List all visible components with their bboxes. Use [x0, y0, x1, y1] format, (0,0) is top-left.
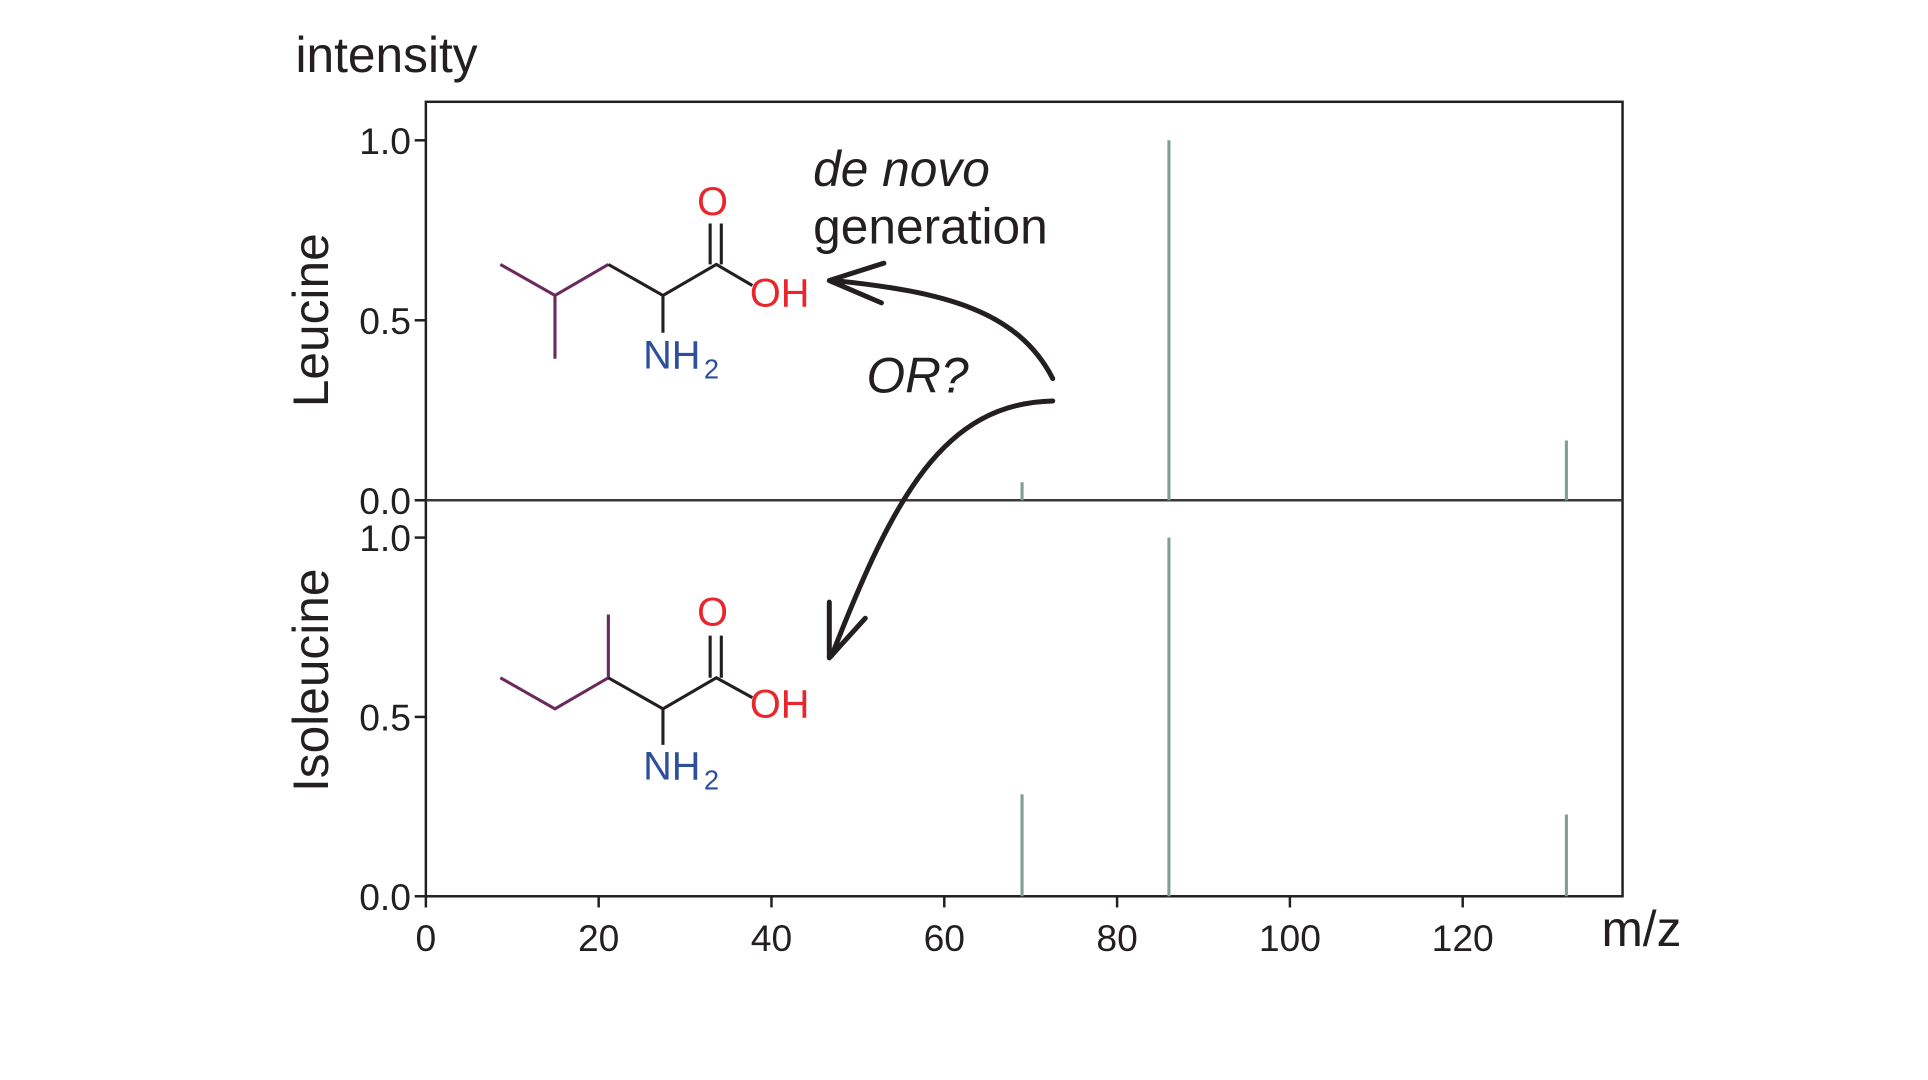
panel-label: Isoleucine — [283, 569, 339, 793]
atom-label: OH — [750, 272, 810, 316]
x-tick-label: 60 — [924, 917, 965, 959]
atom-subscript: 2 — [704, 354, 719, 385]
x-tick-label: 40 — [751, 917, 792, 959]
atom-label: NH — [643, 334, 700, 378]
y-tick-label: 0.5 — [359, 300, 411, 342]
annotation: generation — [813, 198, 1048, 254]
y-axis-title: intensity — [296, 27, 478, 83]
arrows — [826, 260, 1056, 661]
panel-label: Leucine — [283, 233, 339, 407]
y-tick-label: 1.0 — [359, 120, 411, 162]
y-tick-label: 0.5 — [359, 697, 411, 739]
annotation: OR? — [867, 347, 969, 403]
atom-label: O — [697, 180, 728, 224]
atom-label: OH — [750, 683, 810, 727]
x-axis-title: m/z — [1601, 901, 1681, 957]
annotation: de novo — [813, 141, 990, 197]
x-tick-label: 0 — [416, 917, 437, 959]
x-tick-label: 80 — [1096, 917, 1137, 959]
leucine-structure — [499, 223, 754, 359]
atom-subscript: 2 — [704, 765, 719, 796]
x-tick-label: 120 — [1432, 917, 1494, 959]
isoleucine-structure — [499, 614, 754, 745]
atom-label: NH — [643, 745, 700, 789]
atom-label: O — [697, 591, 728, 635]
x-tick-label: 100 — [1259, 917, 1321, 959]
y-tick-label: 0.0 — [359, 876, 411, 918]
x-tick-label: 20 — [578, 917, 619, 959]
y-tick-label: 0.0 — [359, 480, 411, 522]
y-tick-label: 1.0 — [359, 517, 411, 559]
